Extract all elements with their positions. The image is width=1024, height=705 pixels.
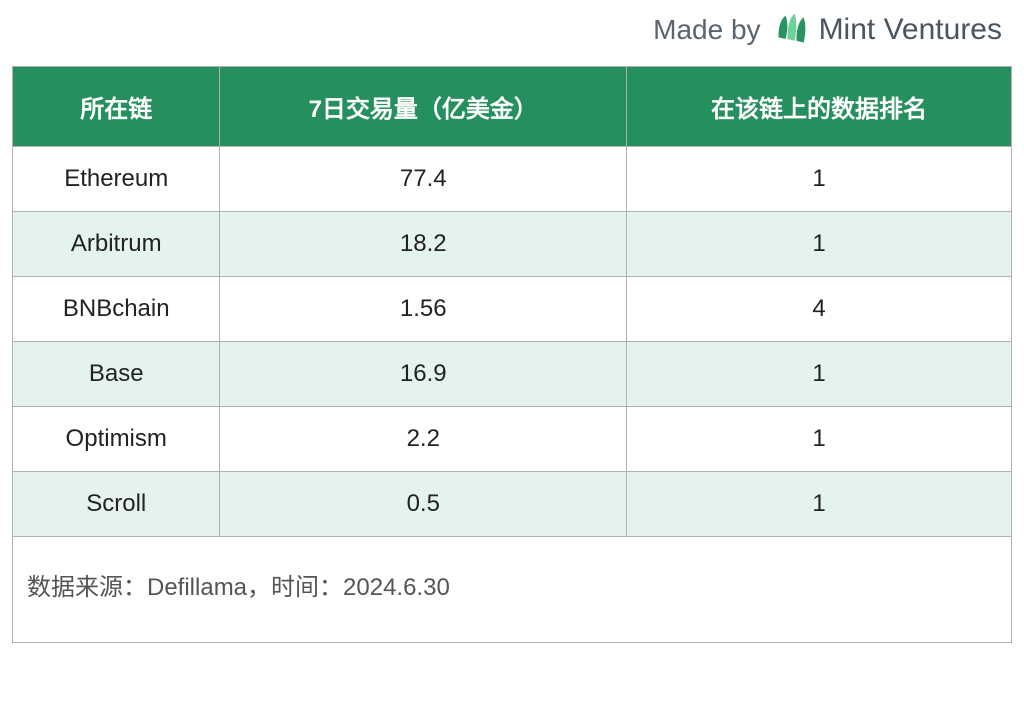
cell-volume: 77.4 — [220, 147, 627, 212]
cell-volume: 16.9 — [220, 342, 627, 407]
data-table: 所在链 7日交易量（亿美金） 在该链上的数据排名 Ethereum 77.4 1… — [12, 66, 1012, 643]
cell-rank: 1 — [627, 472, 1012, 537]
table-header-row: 所在链 7日交易量（亿美金） 在该链上的数据排名 — [13, 67, 1012, 147]
cell-volume: 1.56 — [220, 277, 627, 342]
cell-chain: Optimism — [13, 407, 220, 472]
column-header-chain: 所在链 — [13, 67, 220, 147]
cell-volume: 2.2 — [220, 407, 627, 472]
table-footer-cell: 数据来源：Defillama，时间：2024.6.30 — [13, 537, 1012, 643]
cell-chain: Base — [13, 342, 220, 407]
cell-rank: 1 — [627, 342, 1012, 407]
cell-rank: 1 — [627, 147, 1012, 212]
made-by-label: Made by — [653, 14, 760, 46]
cell-chain: Ethereum — [13, 147, 220, 212]
table-row: BNBchain 1.56 4 — [13, 277, 1012, 342]
table-row: Ethereum 77.4 1 — [13, 147, 1012, 212]
table-row: Scroll 0.5 1 — [13, 472, 1012, 537]
mint-leaf-icon — [773, 12, 809, 48]
cell-rank: 1 — [627, 407, 1012, 472]
brand-logo: Mint Ventures — [773, 12, 1002, 48]
column-header-volume: 7日交易量（亿美金） — [220, 67, 627, 147]
cell-rank: 4 — [627, 277, 1012, 342]
cell-volume: 0.5 — [220, 472, 627, 537]
table-row: Base 16.9 1 — [13, 342, 1012, 407]
cell-chain: Arbitrum — [13, 212, 220, 277]
table-footer-row: 数据来源：Defillama，时间：2024.6.30 — [13, 537, 1012, 643]
cell-volume: 18.2 — [220, 212, 627, 277]
column-header-rank: 在该链上的数据排名 — [627, 67, 1012, 147]
table-body: Ethereum 77.4 1 Arbitrum 18.2 1 BNBchain… — [13, 147, 1012, 643]
cell-rank: 1 — [627, 212, 1012, 277]
attribution-bar: Made by Mint Ventures — [12, 12, 1012, 48]
brand-name: Mint Ventures — [819, 13, 1002, 47]
table-row: Optimism 2.2 1 — [13, 407, 1012, 472]
cell-chain: BNBchain — [13, 277, 220, 342]
table-row: Arbitrum 18.2 1 — [13, 212, 1012, 277]
cell-chain: Scroll — [13, 472, 220, 537]
